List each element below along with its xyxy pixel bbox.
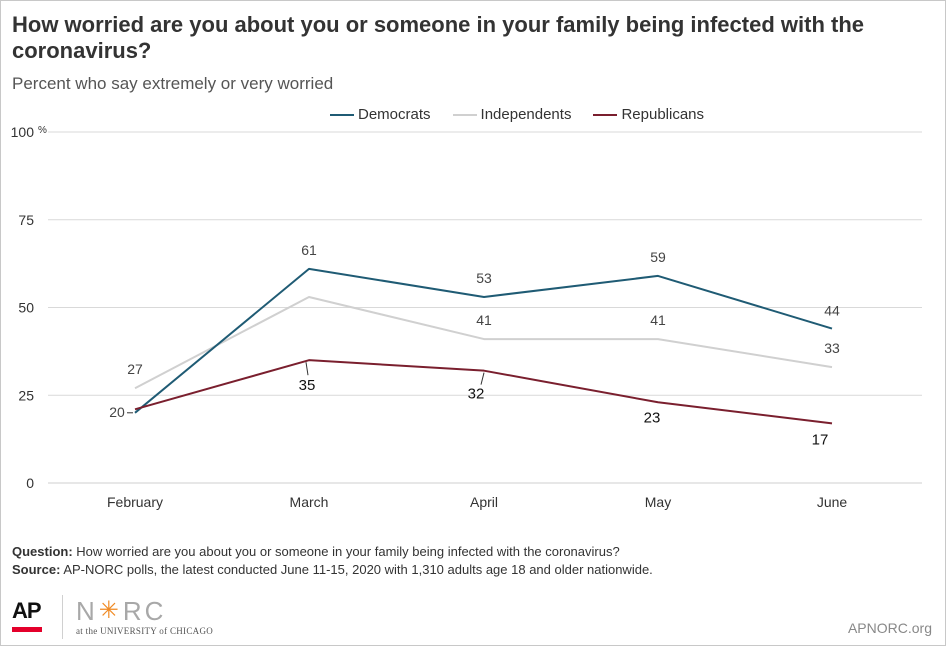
data-label-democrats-march: 61 [301,242,317,258]
question-label: Question: [12,544,73,559]
leader-line-republicans-march [305,362,309,376]
data-label-democrats-april: 53 [476,270,492,286]
legend-item-republicans: Republicans [593,106,704,123]
logo-divider [62,595,63,639]
ap-logo-bar [12,627,42,632]
norc-star-icon: ✳ [98,597,122,624]
series-line-republicans [134,359,833,425]
y-tick-label-50: 50 [18,300,34,316]
chart-notes: Question: How worried are you about you … [12,543,912,579]
data-label-republicans-may: 23 [644,409,661,426]
data-label-republicans-june: 17 [812,431,829,448]
data-label-democrats-june: 44 [824,303,840,319]
line-chart: 0 25 50 75 100 % February March April May June 20 61… [11,124,922,510]
y-tick-label-25: 25 [18,387,34,403]
ap-logo: AP [12,599,44,632]
data-label-independents-february: 27 [127,361,143,377]
y-unit-label: % [38,125,47,136]
x-tick-label-february: February [107,494,163,510]
norc-wordmark-right: RC [122,596,167,626]
x-tick-label-june: June [817,494,848,510]
source-note: Source: AP-NORC polls, the latest conduc… [12,561,912,579]
data-label-independents-june: 33 [824,340,840,356]
data-label-democrats-may: 59 [650,249,666,265]
source-text: AP-NORC polls, the latest conducted June… [63,562,653,577]
question-text: How worried are you about you or someone… [76,544,620,559]
legend-label-democrats: Democrats [358,106,431,123]
legend-swatch-democrats [330,113,354,116]
y-tick-label-100: 100 [11,124,35,140]
source-label: Source: [12,562,61,577]
data-label-democrats-february: 20 [109,404,125,420]
legend-label-independents: Independents [480,106,572,123]
y-tick-label-0: 0 [26,475,34,491]
chart-title: How worried are you about you or someone… [12,12,864,63]
leader-line-republicans-april [480,372,485,385]
chart-subtitle: Percent who say extremely or very worrie… [12,74,334,93]
legend-label-republicans: Republicans [621,106,705,123]
ap-logo-text: AP [12,598,42,623]
legend-item-independents: Independents [452,106,572,123]
site-url: APNORC.org [847,620,932,636]
legend-swatch-republicans [593,113,618,116]
series-line-democrats [134,267,833,414]
y-tick-label-75: 75 [18,212,34,228]
data-label-independents-may: 41 [650,312,666,328]
question-note: Question: How worried are you about you … [12,543,912,561]
norc-logo: N ✳ RC at the UNIVERSITY of CHICAGO [76,596,214,637]
x-tick-label-april: April [470,494,498,510]
norc-wordmark-left: N [76,596,98,626]
legend: Democrats Independents Republicans [330,106,726,123]
series-line-independents [134,295,833,390]
legend-swatch-independents [452,113,477,116]
norc-wordmark: N ✳ RC [76,596,213,626]
data-label-republicans-april: 32 [468,386,485,403]
data-label-independents-april: 41 [476,312,492,328]
norc-subtitle: at the UNIVERSITY of CHICAGO [76,626,214,636]
x-tick-label-march: March [290,494,329,510]
x-tick-label-may: May [645,494,671,510]
legend-item-democrats: Democrats [330,106,431,123]
data-label-republicans-march: 35 [299,377,316,394]
